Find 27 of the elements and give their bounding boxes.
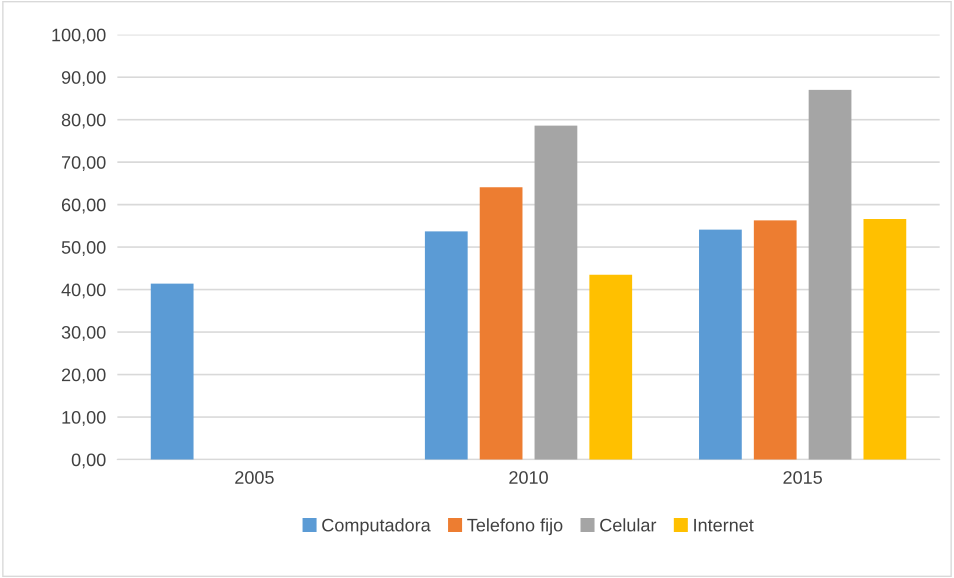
x-tick-label: 2010 xyxy=(509,471,548,484)
legend-label: Celular xyxy=(600,518,656,532)
bar xyxy=(699,230,742,460)
y-tick-label: 70,00 xyxy=(62,156,106,171)
y-tick-label: 100,00 xyxy=(52,28,106,44)
bar xyxy=(863,219,906,460)
y-tick-label: 20,00 xyxy=(62,368,106,384)
legend-label: Computadora xyxy=(322,518,431,536)
legend-label: Internet xyxy=(694,518,754,532)
bar xyxy=(808,90,852,460)
y-tick-label: 10,00 xyxy=(62,410,106,426)
y-tick-label: 30,00 xyxy=(62,326,106,341)
x-tick-label: 2015 xyxy=(783,471,822,484)
bar xyxy=(480,187,522,460)
y-tick-label: 40,00 xyxy=(61,284,106,298)
bar xyxy=(534,126,578,460)
y-tick-label: 60,00 xyxy=(62,198,106,214)
legend-label: Telefono fijo xyxy=(467,518,562,536)
y-tick-label: 90,00 xyxy=(62,71,106,86)
x-tick-label: 2005 xyxy=(235,471,274,484)
bar xyxy=(589,274,632,460)
bar xyxy=(754,220,797,460)
y-tick-label: 50,00 xyxy=(62,241,106,256)
y-tick-label: 80,00 xyxy=(62,114,106,128)
bar xyxy=(150,284,194,460)
bar xyxy=(424,231,468,460)
y-tick-label: 0,00 xyxy=(72,453,106,468)
